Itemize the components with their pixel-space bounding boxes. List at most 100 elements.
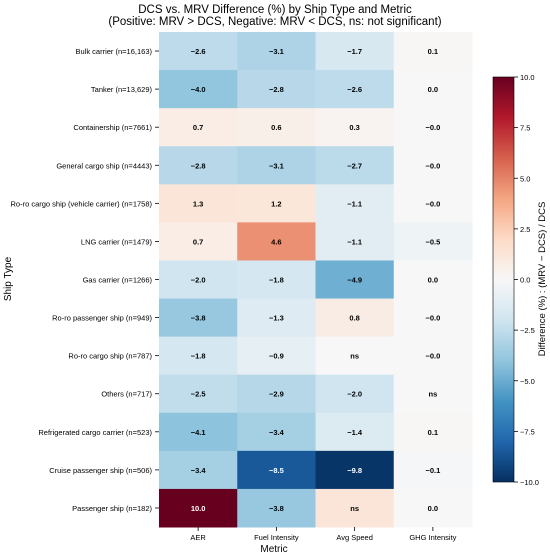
column-label: GHG Intensity xyxy=(409,533,456,542)
cell-value-label: −4.0 xyxy=(191,85,206,94)
colorbar-tick-label: −7.5 xyxy=(520,427,535,436)
cell-value-label: −0.5 xyxy=(425,237,440,246)
heatmap-cell xyxy=(315,108,395,147)
heatmap-cell xyxy=(393,108,473,147)
cell-value-label: −3.4 xyxy=(269,428,285,437)
heatmap-cell xyxy=(159,260,238,300)
row-label: Tanker (n=13,629) xyxy=(91,85,153,94)
heatmap-cell xyxy=(237,146,316,185)
chart-subtitle: (Positive: MRV > DCS, Negative: MRV < DC… xyxy=(108,16,441,28)
heatmap-cell xyxy=(237,412,316,452)
cell-value-label: −0.9 xyxy=(269,352,284,361)
y-axis-label: Ship Type xyxy=(3,256,14,301)
row-label: Ro-ro cargo ship (n=787) xyxy=(68,352,152,361)
heatmap-cell xyxy=(315,146,395,185)
cell-value-label: 0.7 xyxy=(193,237,203,246)
row-labels: Bulk carrier (n=16,163) Tanker (n=13,629)… xyxy=(10,47,159,513)
cell-value-label: −1.8 xyxy=(191,352,206,361)
heatmap-cell xyxy=(237,488,316,528)
colorbar-tick-label: −10.0 xyxy=(520,478,539,487)
cell-value-label: −9.8 xyxy=(347,466,362,475)
row-label: Cruise passenger ship (n=506) xyxy=(49,466,152,475)
heatmap-cell xyxy=(393,450,473,490)
heatmap-cell xyxy=(393,298,473,338)
cell-value-label: 0.3 xyxy=(349,123,359,132)
cell-value-label: −2.0 xyxy=(191,276,206,285)
cell-value-label: −4.1 xyxy=(191,428,206,437)
heatmap-cell xyxy=(237,70,316,109)
colorbar-label: Difference (%) : (MRV − DCS) / DCS xyxy=(537,202,548,357)
heatmap-cell xyxy=(237,374,316,414)
row-label: General cargo ship (n=4443) xyxy=(56,161,152,170)
colorbar-tick-label: 5.0 xyxy=(520,174,530,183)
column-labels: AER Fuel Intensity Avg Speed GHG Intensity xyxy=(190,527,457,542)
cell-value-label: −0.0 xyxy=(425,199,440,208)
cell-value-label: −1.3 xyxy=(269,314,284,323)
heatmap-cell xyxy=(393,70,473,109)
cell-value-label: −1.1 xyxy=(347,237,362,246)
cell-value-label: 4.6 xyxy=(271,237,281,246)
cell-value-label: −3.8 xyxy=(191,314,206,323)
heatmap-cell xyxy=(159,32,238,71)
row-label: Refrigerated cargo carrier (n=523) xyxy=(38,428,152,437)
heatmap-cells: −2.6 −3.1 −1.7 0.1 −4.0 −2.8 −2.6 0.0 0.7 0.6 0.3 −… xyxy=(159,32,473,528)
cell-value-label: 0.1 xyxy=(428,47,438,56)
cell-value-label: −2.8 xyxy=(269,85,284,94)
heatmap-cell xyxy=(237,108,316,147)
cell-value-label: −3.1 xyxy=(269,47,284,56)
heatmap-cell xyxy=(159,450,238,490)
heatmap-cell xyxy=(393,412,473,452)
cell-value-label: 10.0 xyxy=(191,504,206,513)
heatmap-cell xyxy=(393,32,473,71)
heatmap-cell xyxy=(393,488,473,528)
cell-value-label: −8.5 xyxy=(269,466,284,475)
cell-value-label: −2.6 xyxy=(347,85,362,94)
cell-value-label: −1.4 xyxy=(347,428,363,437)
heatmap-cell xyxy=(159,108,238,147)
heatmap-cell xyxy=(237,336,316,376)
heatmap-cell xyxy=(159,412,238,452)
heatmap-cell xyxy=(315,336,395,376)
colorbar-tick-label: −2.5 xyxy=(520,326,535,335)
cell-value-label: −2.6 xyxy=(191,47,206,56)
heatmap-cell xyxy=(315,374,395,414)
heatmap-cell xyxy=(393,184,473,223)
row-label: Ro-ro cargo ship (vehicle carrier) (n=17… xyxy=(10,199,152,208)
heatmap-cell xyxy=(237,450,316,490)
cell-value-label: −0.1 xyxy=(425,466,440,475)
row-label: LNG carrier (n=1479) xyxy=(81,237,153,246)
cell-value-label: 0.0 xyxy=(428,85,438,94)
cell-value-label: −2.0 xyxy=(347,390,362,399)
cell-value-label: −1.8 xyxy=(269,276,284,285)
cell-value-label: 0.7 xyxy=(193,123,203,132)
heatmap-cell xyxy=(159,146,238,185)
heatmap-cell xyxy=(393,146,473,185)
cell-value-label: ns xyxy=(350,504,359,513)
row-label: Containership (n=7661) xyxy=(73,123,152,132)
heatmap-cell xyxy=(159,222,238,261)
heatmap-cell xyxy=(315,450,395,490)
colorbar-tick-label: 7.5 xyxy=(520,124,530,133)
heatmap-cell xyxy=(315,184,395,223)
heatmap-cell xyxy=(315,70,395,109)
row-label: Gas carrier (n=1266) xyxy=(83,276,153,285)
cell-value-label: 0.1 xyxy=(428,428,438,437)
cell-value-label: −2.7 xyxy=(347,161,362,170)
heatmap-cell xyxy=(237,298,316,338)
cell-value-label: 0.0 xyxy=(428,504,438,513)
heatmap-cell xyxy=(393,374,473,414)
cell-value-label: −1.7 xyxy=(347,47,362,56)
heatmap-cell xyxy=(159,70,238,109)
heatmap-cell xyxy=(315,32,395,71)
cell-value-label: 0.6 xyxy=(271,123,281,132)
colorbar-ticks: 10.0 7.5 5.0 2.5 0.0 −2.5 −5.0 −7.5 −10.0 xyxy=(514,73,539,487)
heatmap-cell xyxy=(237,222,316,261)
colorbar xyxy=(492,76,515,483)
cell-value-label: −3.8 xyxy=(269,504,284,513)
cell-value-label: −2.8 xyxy=(191,161,206,170)
row-label: Others (n=717) xyxy=(101,390,152,399)
column-label: Fuel Intensity xyxy=(254,533,299,542)
column-label: AER xyxy=(190,533,206,542)
cell-value-label: −2.9 xyxy=(269,390,284,399)
